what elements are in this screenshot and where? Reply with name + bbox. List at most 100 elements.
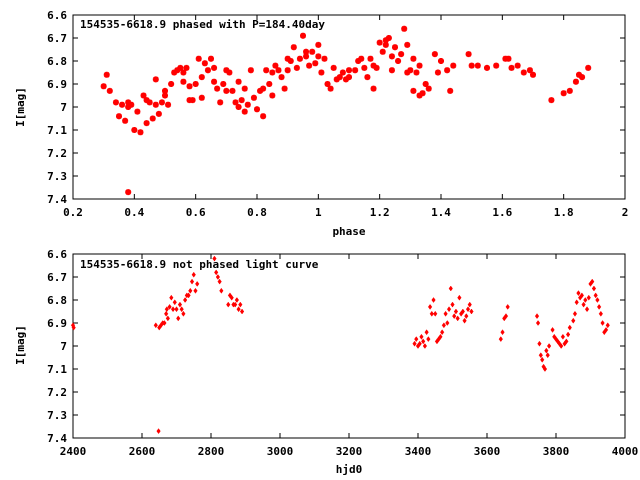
unphased-x-tick-label: 3600 bbox=[474, 445, 501, 458]
unphased-y-ticks: 6.6 6.7 6.8 6.9 7 7.1 7.2 7.3 7.4 bbox=[47, 248, 625, 445]
unphased-data-point bbox=[455, 315, 460, 322]
unphased-y-tick-label: 6.8 bbox=[47, 294, 67, 307]
phased-data-point bbox=[186, 83, 193, 90]
phased-y-tick-label: 7.2 bbox=[47, 147, 67, 160]
phased-data-point bbox=[106, 87, 113, 94]
phased-data-point bbox=[300, 32, 306, 39]
unphased-data-point bbox=[440, 329, 445, 336]
phased-y-tick-label: 6.9 bbox=[47, 78, 67, 91]
phased-data-point bbox=[244, 101, 251, 108]
phased-data-point bbox=[324, 81, 331, 87]
phased-data-point bbox=[223, 87, 230, 94]
phased-data-point bbox=[241, 85, 248, 92]
phased-x-tick-label: 2 bbox=[622, 206, 629, 219]
unphased-data-point bbox=[603, 326, 609, 333]
phased-data-point bbox=[388, 53, 395, 60]
unphased-x-ticks: 2400 2600 2800 3000 3200 3400 3600 3800 4000 bbox=[60, 254, 639, 458]
phased-data-point bbox=[505, 55, 512, 62]
phased-data-point bbox=[306, 62, 313, 69]
unphased-data-point bbox=[559, 343, 564, 349]
unphased-x-tick-label: 2400 bbox=[60, 445, 87, 458]
phased-chart: 0.2 0.4 0.6 0.8 1 1.2 1.4 1.6 1.8 2 6.6 6.7 6.8 6.9 7… bbox=[14, 9, 628, 238]
phased-data-point bbox=[177, 64, 184, 71]
phased-data-point bbox=[162, 92, 168, 99]
unphased-y-tick-label: 6.9 bbox=[47, 317, 67, 330]
phased-data-point bbox=[315, 53, 322, 60]
unphased-data-point bbox=[236, 306, 241, 313]
unphased-data-point bbox=[593, 292, 598, 299]
unphased-data-point bbox=[183, 297, 188, 303]
unphased-data-point bbox=[537, 340, 542, 347]
unphased-data-point bbox=[153, 322, 158, 329]
phased-data-point bbox=[241, 108, 248, 115]
unphased-data-point bbox=[572, 310, 578, 317]
unphased-data-point bbox=[419, 333, 424, 340]
phased-data-point bbox=[162, 87, 168, 94]
phased-data-point bbox=[585, 64, 592, 71]
phased-data-point bbox=[122, 117, 129, 124]
unphased-chart: 2400 2600 2800 3000 3200 3400 3600 3800 4000 6.6… bbox=[14, 248, 638, 476]
phased-y-axis-label: I[mag] bbox=[14, 87, 27, 127]
phased-data-point bbox=[238, 97, 245, 104]
phased-data-point bbox=[379, 48, 386, 55]
unphased-data-point bbox=[433, 310, 438, 317]
phased-data-point bbox=[149, 115, 156, 122]
unphased-x-tick-label: 4000 bbox=[612, 445, 639, 458]
phased-data-point bbox=[247, 67, 254, 74]
phased-data-point bbox=[358, 55, 365, 62]
phased-data-point bbox=[370, 85, 377, 92]
phased-data-point bbox=[250, 94, 257, 101]
unphased-data-point bbox=[189, 278, 195, 285]
phased-data-point bbox=[422, 81, 429, 87]
phased-data-point bbox=[526, 67, 533, 74]
phased-data-point bbox=[303, 53, 310, 60]
phased-data-point bbox=[198, 74, 205, 81]
phased-data-point bbox=[226, 69, 233, 76]
unphased-data-point bbox=[71, 324, 76, 331]
unphased-data-point bbox=[465, 306, 471, 313]
phased-data-point bbox=[364, 74, 371, 81]
phased-data-point bbox=[134, 108, 141, 115]
unphased-data-point bbox=[544, 347, 549, 354]
phased-data-point bbox=[336, 74, 343, 81]
phased-data-point bbox=[425, 85, 432, 92]
unphased-data-point bbox=[605, 322, 610, 329]
unphased-x-tick-label: 3400 bbox=[405, 445, 432, 458]
unphased-plot-frame bbox=[72, 253, 626, 439]
phased-y-ticks: 6.6 6.7 6.8 6.9 7 7.1 7.2 7.3 7.4 bbox=[47, 9, 625, 206]
unphased-data-point bbox=[167, 303, 172, 310]
unphased-data-point bbox=[469, 308, 474, 315]
unphased-data-point bbox=[565, 331, 571, 338]
phased-data-point bbox=[260, 113, 267, 120]
unphased-data-point bbox=[560, 333, 566, 340]
unphased-data-point bbox=[450, 301, 455, 308]
unphased-data-point bbox=[215, 274, 221, 280]
phased-data-point bbox=[352, 67, 359, 74]
phased-data-point bbox=[321, 55, 328, 62]
phased-data-point bbox=[293, 64, 300, 71]
phased-data-point bbox=[572, 78, 579, 85]
phased-data-point bbox=[367, 55, 374, 62]
phased-data-point bbox=[137, 129, 144, 136]
phased-data-point bbox=[143, 97, 150, 104]
phased-data-point bbox=[312, 60, 319, 67]
phased-data-point bbox=[438, 58, 444, 64]
phased-data-point bbox=[146, 99, 153, 106]
unphased-data-point bbox=[172, 299, 177, 306]
phased-data-point bbox=[171, 69, 178, 76]
phased-data-point bbox=[419, 90, 426, 97]
phased-data-point bbox=[339, 69, 346, 76]
phased-data-point bbox=[346, 67, 352, 74]
phased-data-point bbox=[152, 101, 159, 108]
phased-data-point bbox=[416, 62, 423, 69]
unphased-data-point bbox=[438, 333, 443, 340]
unphased-x-tick-label: 3200 bbox=[336, 445, 363, 458]
phased-data-point bbox=[103, 71, 110, 78]
unphased-data-point bbox=[538, 352, 543, 359]
phased-x-tick-label: 1.4 bbox=[431, 206, 451, 219]
unphased-data-point bbox=[164, 306, 169, 313]
unphased-data-point bbox=[467, 301, 472, 308]
unphased-data-point bbox=[567, 324, 572, 331]
phased-y-tick-label: 7.1 bbox=[47, 124, 67, 137]
